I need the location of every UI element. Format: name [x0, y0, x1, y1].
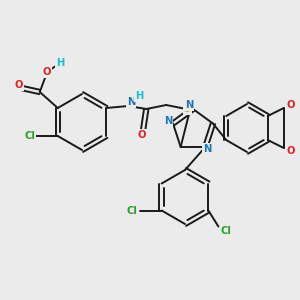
Text: H: H	[56, 58, 64, 68]
Text: O: O	[43, 67, 51, 77]
Text: N: N	[127, 97, 135, 107]
Text: Cl: Cl	[221, 226, 232, 236]
Text: Cl: Cl	[126, 206, 137, 215]
Text: H: H	[135, 91, 143, 101]
Text: O: O	[286, 100, 295, 110]
Text: N: N	[185, 100, 193, 110]
Text: N: N	[203, 144, 212, 154]
Text: S: S	[184, 104, 191, 114]
Text: Cl: Cl	[24, 131, 35, 141]
Text: O: O	[286, 146, 295, 156]
Text: O: O	[138, 130, 146, 140]
Text: N: N	[164, 116, 172, 125]
Text: O: O	[14, 80, 23, 90]
